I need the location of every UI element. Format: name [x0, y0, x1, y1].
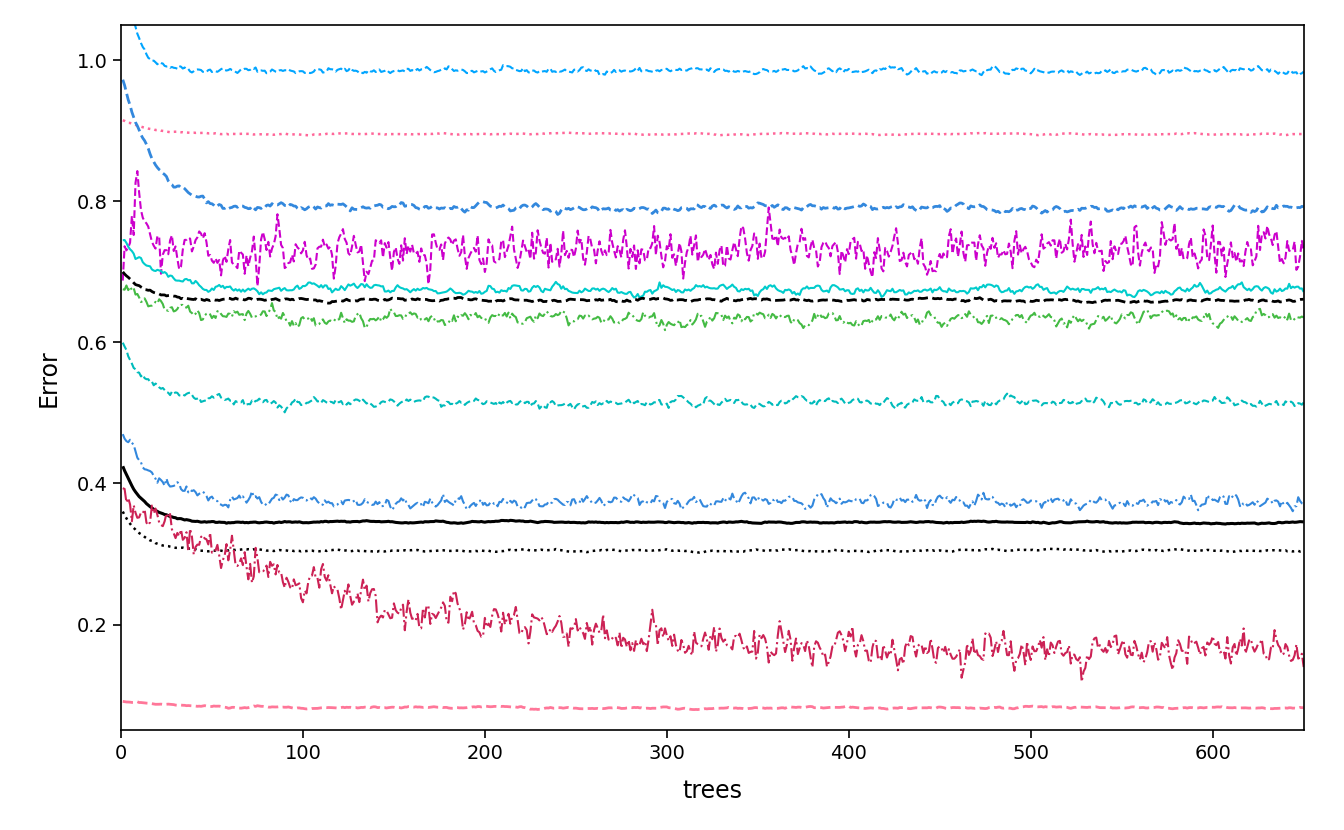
X-axis label: trees: trees — [683, 779, 742, 803]
Y-axis label: Error: Error — [36, 349, 60, 407]
